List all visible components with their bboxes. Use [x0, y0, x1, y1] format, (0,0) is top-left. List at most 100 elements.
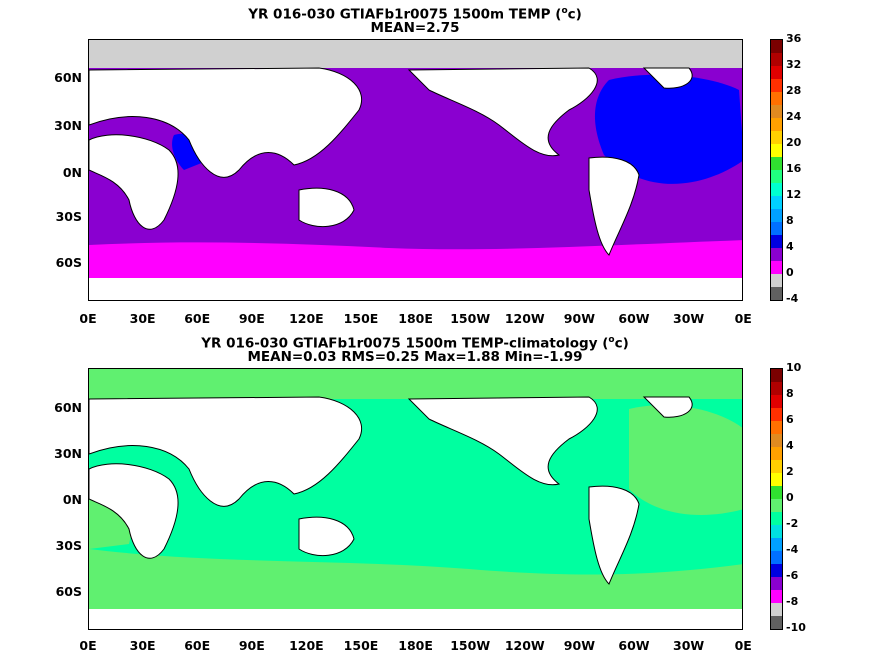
colorbar-segment: [771, 577, 782, 590]
southern-ocean-magenta: [89, 240, 742, 278]
colorbar-label: 4: [786, 439, 794, 452]
lon-label: 150W: [450, 638, 491, 653]
lon-label: 90E: [238, 638, 265, 653]
lat-label: 30N: [54, 446, 82, 461]
colorbar-segment: [771, 209, 782, 222]
lon-label: 60W: [618, 311, 650, 326]
lat-label: 60N: [54, 400, 82, 415]
colorbar-label: 28: [786, 84, 802, 97]
lat-label: 60S: [55, 584, 82, 599]
colorbar-segment: [771, 144, 782, 157]
lon-label: 90E: [238, 311, 265, 326]
lon-label: 30W: [673, 311, 705, 326]
colorbar-segment: [771, 369, 782, 382]
colorbar-segment: [771, 551, 782, 564]
colorbar-segment: [771, 287, 782, 300]
lon-label: 60W: [618, 638, 650, 653]
colorbar-segment: [771, 616, 782, 629]
arctic-green: [89, 369, 742, 399]
colorbar-segment: [771, 434, 782, 447]
lon-label: 150E: [343, 638, 379, 653]
lon-label: 0E: [734, 638, 752, 653]
panel2-map: [88, 368, 743, 630]
lon-label: 0E: [734, 311, 752, 326]
colorbar-label: 36: [786, 32, 802, 45]
lat-label: 60N: [54, 70, 82, 85]
colorbar-segment: [771, 274, 782, 287]
colorbar-segment: [771, 525, 782, 538]
colorbar-segment: [771, 382, 782, 395]
panel2-title: YR 016-030 GTIAFb1r0075 1500m TEMP-clima…: [201, 335, 629, 352]
panel1-map: [88, 39, 743, 301]
panel1-colorbar: [770, 39, 783, 301]
colorbar-segment: [771, 170, 782, 183]
lon-label: 150W: [450, 311, 491, 326]
colorbar-label: 24: [786, 110, 802, 123]
lon-label: 30E: [129, 638, 156, 653]
colorbar-label: -6: [786, 569, 799, 582]
colorbar-label: 8: [786, 387, 794, 400]
atlantic-green: [629, 405, 742, 515]
lat-label: 0N: [62, 492, 82, 507]
colorbar-segment: [771, 92, 782, 105]
lon-label: 90W: [563, 311, 595, 326]
colorbar-segment: [771, 131, 782, 144]
colorbar-label: 8: [786, 214, 794, 227]
lon-label: 120W: [504, 311, 545, 326]
colorbar-segment: [771, 261, 782, 274]
colorbar-segment: [771, 473, 782, 486]
colorbar-label: -2: [786, 517, 799, 530]
atlantic-blue: [594, 74, 742, 184]
colorbar-label: 6: [786, 413, 794, 426]
colorbar-segment: [771, 395, 782, 408]
lat-label: 60S: [55, 255, 82, 270]
colorbar-segment: [771, 235, 782, 248]
colorbar-segment: [771, 79, 782, 92]
lat-label: 0N: [62, 165, 82, 180]
colorbar-segment: [771, 157, 782, 170]
lon-label: 120W: [504, 638, 545, 653]
lon-label: 60E: [184, 638, 211, 653]
lon-label: 30W: [673, 638, 705, 653]
colorbar-label: -4: [786, 292, 799, 305]
colorbar-segment: [771, 408, 782, 421]
lon-label: 0E: [79, 638, 97, 653]
lon-label: 0E: [79, 311, 97, 326]
ice-band: [89, 40, 742, 68]
panel2-colorbar: [770, 368, 783, 630]
colorbar-segment: [771, 421, 782, 434]
panel1-title: YR 016-030 GTIAFb1r0075 1500m TEMP (oc): [248, 6, 582, 23]
colorbar-segment: [771, 196, 782, 209]
colorbar-label: 32: [786, 58, 802, 71]
colorbar-segment: [771, 105, 782, 118]
lon-label: 150E: [343, 311, 379, 326]
colorbar-segment: [771, 538, 782, 551]
lon-label: 120E: [289, 311, 324, 326]
colorbar-segment: [771, 222, 782, 235]
colorbar-label: 0: [786, 491, 794, 504]
continents: [89, 67, 693, 256]
colorbar-label: 12: [786, 188, 802, 201]
lon-label: 180E: [398, 311, 433, 326]
southern-green: [89, 549, 742, 609]
colorbar-label: 10: [786, 361, 802, 374]
panel2-subtitle: MEAN=0.03 RMS=0.25 Max=1.88 Min=-1.99: [247, 349, 583, 365]
colorbar-segment: [771, 603, 782, 616]
colorbar-segment: [771, 512, 782, 525]
colorbar-segment: [771, 248, 782, 261]
colorbar-segment: [771, 460, 782, 473]
colorbar-segment: [771, 66, 782, 79]
lat-label: 30N: [54, 118, 82, 133]
colorbar-label: -4: [786, 543, 799, 556]
colorbar-label: 20: [786, 136, 802, 149]
colorbar-label: 16: [786, 162, 802, 175]
antarctica: [89, 278, 742, 300]
colorbar-label: -8: [786, 595, 799, 608]
colorbar-segment: [771, 183, 782, 196]
colorbar-segment: [771, 564, 782, 577]
lon-label: 30E: [129, 311, 156, 326]
lon-label: 60E: [184, 311, 211, 326]
lon-label: 90W: [563, 638, 595, 653]
colorbar-segment: [771, 499, 782, 512]
lat-label: 30S: [55, 538, 82, 553]
